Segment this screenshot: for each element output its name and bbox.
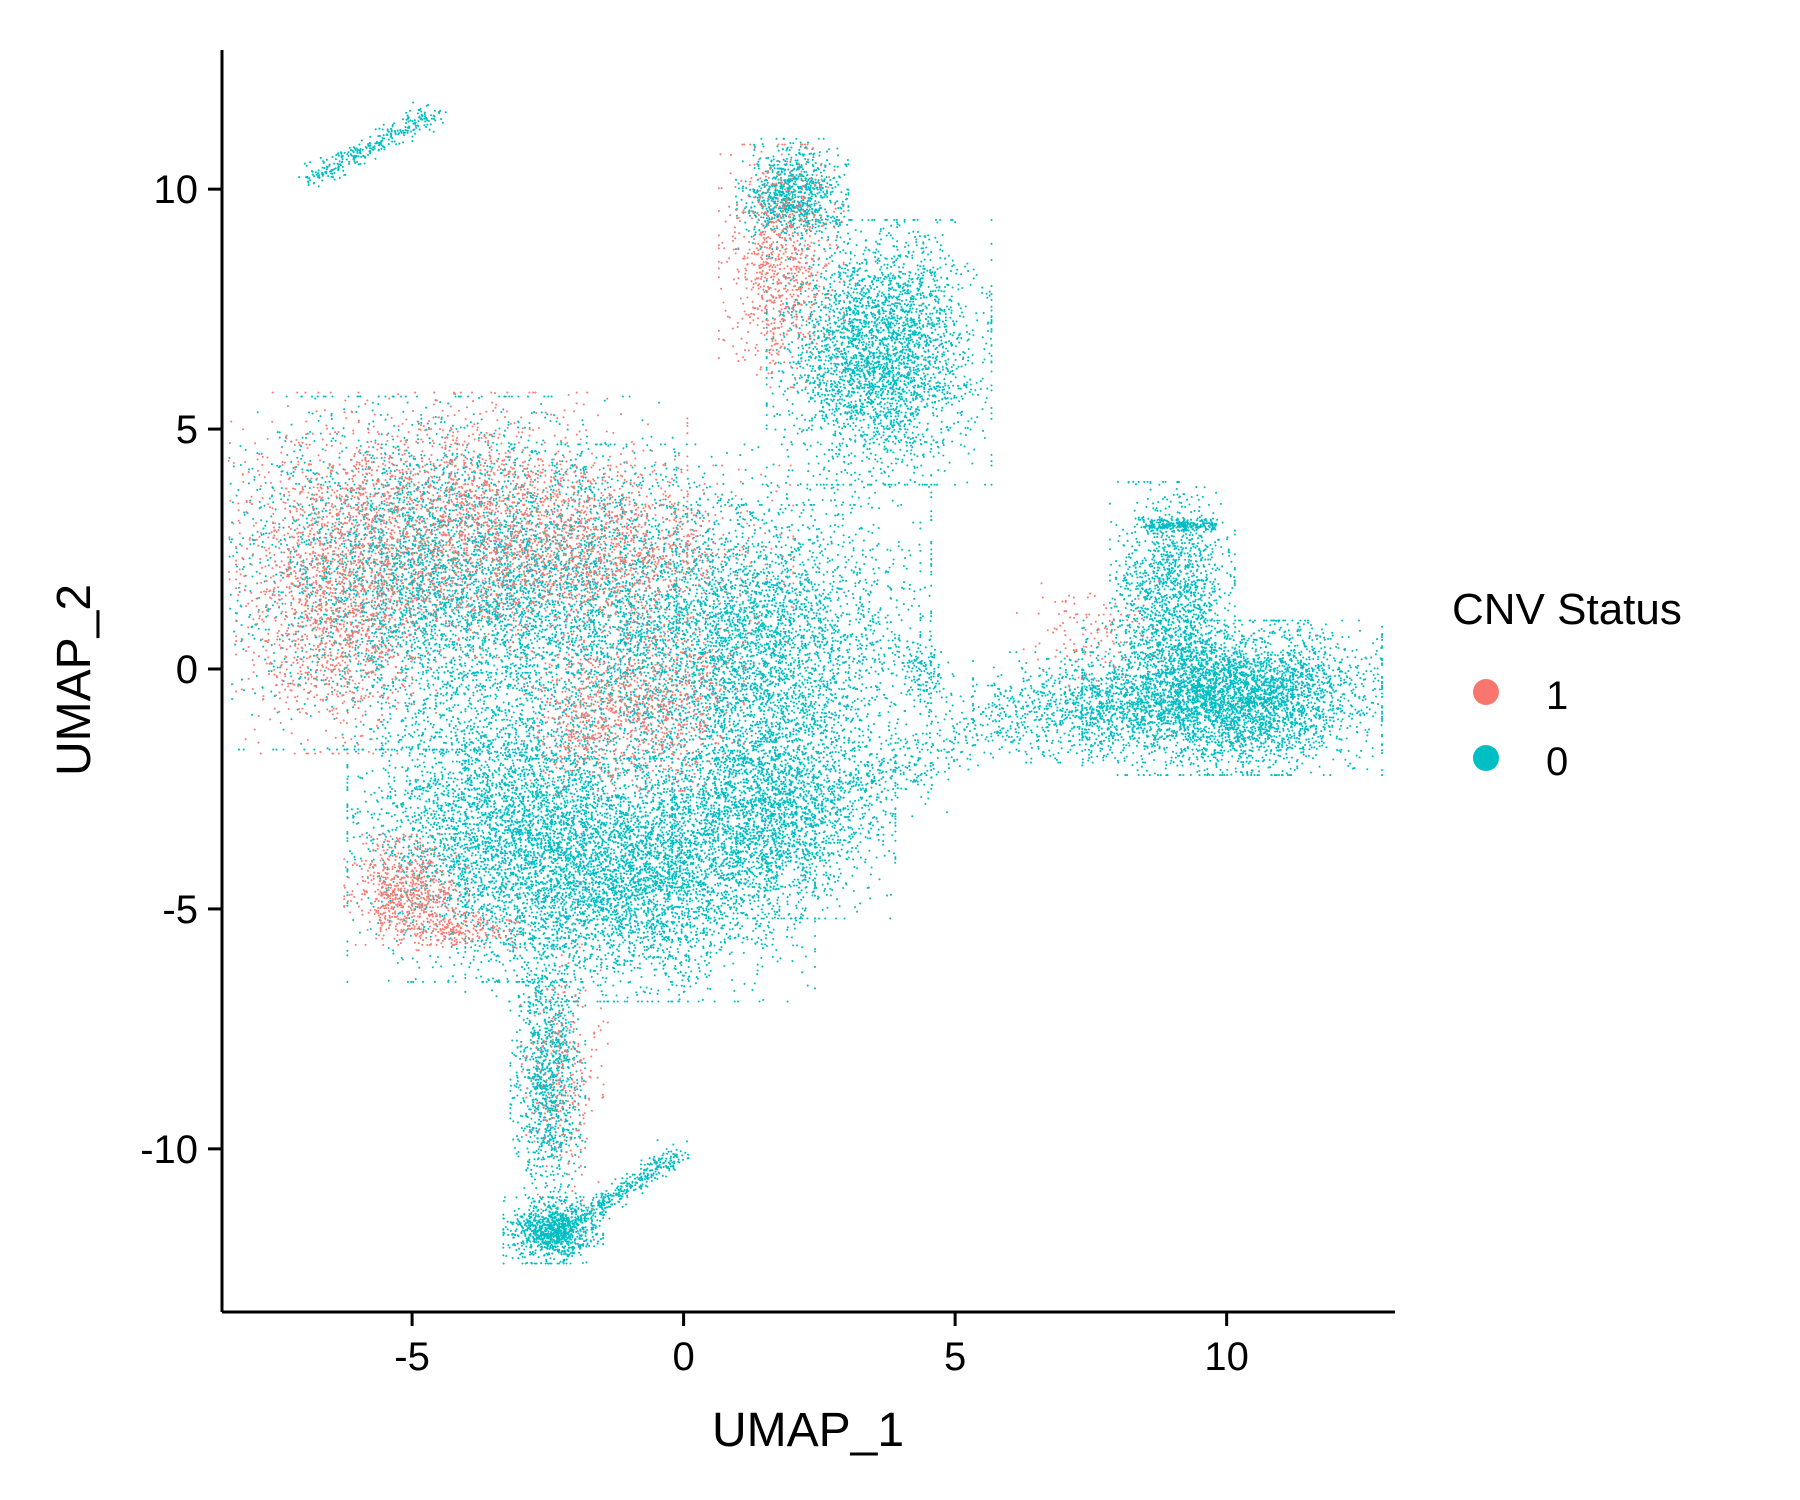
y-tick-label: 0 <box>176 648 198 692</box>
y-tick-label: 5 <box>176 408 198 452</box>
points-cnv-status-1 <box>227 143 1167 1211</box>
y-tick-label: -5 <box>162 888 198 932</box>
legend-label-1: 1 <box>1546 674 1568 718</box>
legend-key-0 <box>1473 745 1499 771</box>
x-axis-ticks: -5 0 5 10 <box>394 1312 1249 1379</box>
legend: CNV Status 1 0 <box>1452 585 1682 784</box>
x-tick-label: 0 <box>672 1335 694 1379</box>
legend-key-1 <box>1473 679 1499 705</box>
scatter-points <box>227 101 1384 1265</box>
x-axis-label: UMAP_1 <box>712 1404 904 1457</box>
legend-title: CNV Status <box>1452 585 1682 634</box>
y-tick-label: 10 <box>154 168 199 212</box>
x-tick-label: 5 <box>944 1335 966 1379</box>
x-tick-label: 10 <box>1204 1335 1249 1379</box>
points-cnv-status-0 <box>228 101 1384 1265</box>
legend-label-0: 0 <box>1546 740 1568 784</box>
y-tick-label: -10 <box>140 1128 198 1172</box>
y-axis-label: UMAP_2 <box>48 584 101 776</box>
y-axis-ticks: -10 -5 0 5 10 <box>140 168 222 1172</box>
x-tick-label: -5 <box>394 1335 430 1379</box>
